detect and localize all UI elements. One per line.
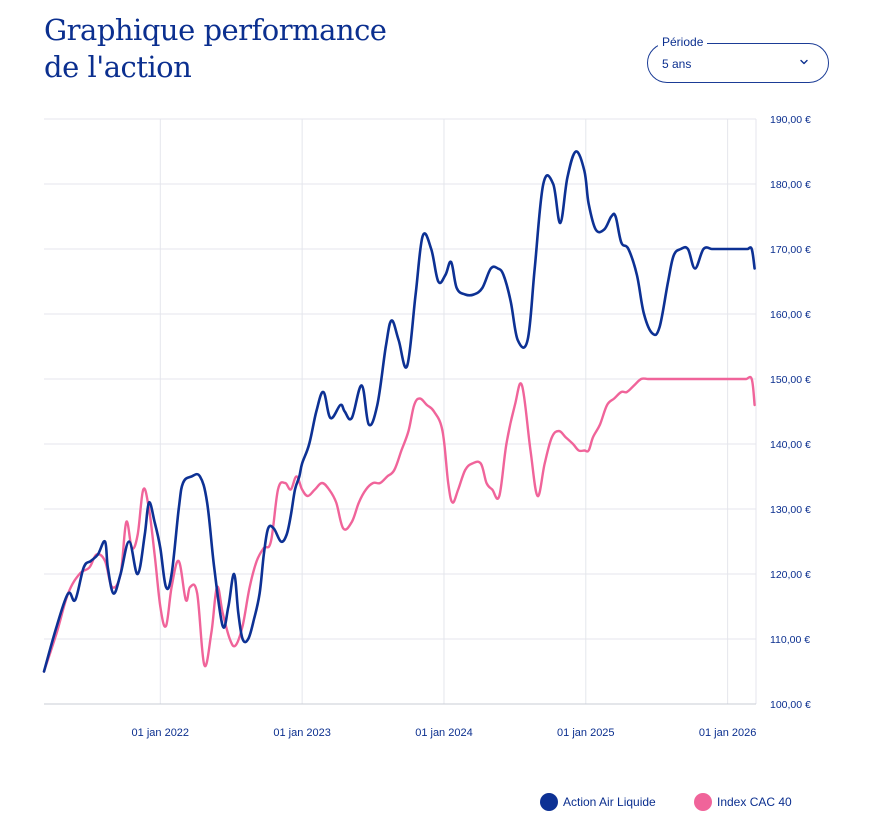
chart-grid xyxy=(44,118,757,705)
y-tick-label: 120,00 € xyxy=(770,569,811,581)
x-tick-label: 01 jan 2025 xyxy=(557,727,615,739)
chevron-down-icon xyxy=(800,59,808,65)
legend-item-action-air-liquide[interactable]: Action Air Liquide xyxy=(540,793,656,811)
x-tick-label: 01 jan 2023 xyxy=(273,727,331,739)
legend-label: Index CAC 40 xyxy=(717,795,792,809)
chart-axes: 100,00 € 110,00 € 120,00 € 130,00 € 140,00 €… xyxy=(132,114,811,739)
y-tick-label: 180,00 € xyxy=(770,179,811,191)
x-tick-label: 01 jan 2024 xyxy=(415,727,473,739)
title-line-1: Graphique performance xyxy=(44,13,387,47)
title-line-2: de l'action xyxy=(44,50,192,84)
legend-label: Action Air Liquide xyxy=(563,795,656,809)
period-select-label: Période xyxy=(658,35,708,49)
page-title: Graphique performance de l'action xyxy=(44,12,424,86)
y-tick-label: 110,00 € xyxy=(770,634,810,646)
y-tick-label: 150,00 € xyxy=(770,374,811,386)
legend-dot-icon xyxy=(540,793,558,811)
series-line-action-air-liquide xyxy=(42,150,756,673)
y-tick-label: 160,00 € xyxy=(770,309,811,321)
legend-item-index-cac-40[interactable]: Index CAC 40 xyxy=(694,793,792,811)
series-line-index-cac-40 xyxy=(42,375,756,673)
performance-chart: 100,00 € 110,00 € 120,00 € 130,00 € 140,00 €… xyxy=(42,114,811,739)
period-select-value: 5 ans xyxy=(662,57,692,71)
chart-series xyxy=(42,150,756,673)
y-tick-label: 130,00 € xyxy=(770,504,811,516)
period-select[interactable]: Période 5 ans xyxy=(647,35,829,83)
y-tick-label: 190,00 € xyxy=(770,114,811,126)
y-tick-label: 140,00 € xyxy=(770,439,811,451)
legend-dot-icon xyxy=(694,793,712,811)
y-tick-label: 100,00 € xyxy=(770,699,811,711)
x-tick-label: 01 jan 2026 xyxy=(699,727,757,739)
y-tick-label: 170,00 € xyxy=(770,244,811,256)
x-tick-label: 01 jan 2022 xyxy=(132,727,190,739)
